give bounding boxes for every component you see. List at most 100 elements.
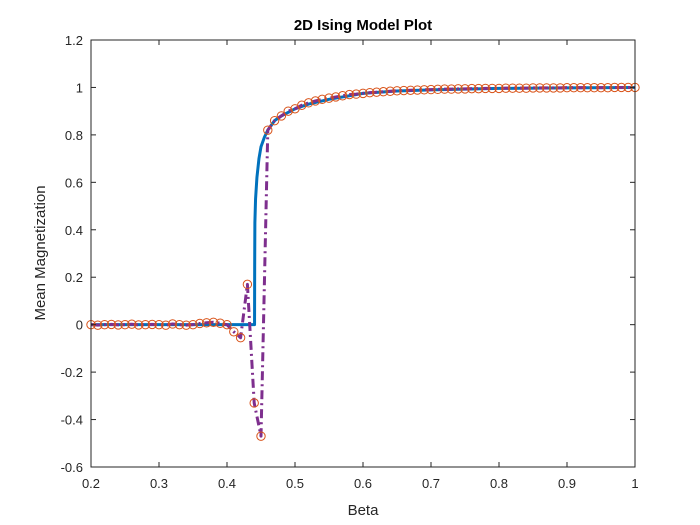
data-point-marker: [358, 88, 368, 99]
x-tick-label: 0.5: [286, 476, 304, 491]
data-point-marker: [167, 319, 178, 329]
data-point-marker: [419, 85, 429, 95]
data-point-marker: [297, 100, 307, 110]
x-tick-label: 0.4: [218, 476, 236, 491]
data-point-marker: [616, 82, 627, 93]
data-point-marker: [473, 83, 484, 94]
data-point-marker: [569, 82, 579, 93]
data-point-marker: [201, 318, 212, 328]
data-point-marker: [528, 83, 538, 93]
data-point-marker: [548, 83, 559, 93]
data-point-marker: [127, 319, 137, 329]
data-point-marker: [439, 84, 450, 94]
data-point-marker: [256, 431, 266, 441]
data-point-marker: [609, 82, 620, 93]
data-point-marker: [147, 319, 157, 330]
data-point-marker: [501, 83, 511, 93]
y-tick-label: 0.8: [65, 128, 83, 143]
data-point-marker: [154, 319, 164, 330]
data-point-marker: [317, 94, 327, 105]
y-tick-label: 0.6: [65, 175, 83, 190]
data-point-marker: [310, 96, 321, 106]
data-point-marker: [276, 111, 287, 121]
data-point-marker: [562, 82, 572, 93]
data-point-marker: [195, 318, 205, 329]
data-point-marker: [215, 318, 225, 328]
data-point-marker: [303, 98, 314, 108]
ticks-layer: 0.2 0.3 0.4 0.5 0.6 0.7 0.8 0.9 1 -0.6 -0.4 -0.2 0 0.…: [61, 33, 639, 491]
data-point-marker: [426, 84, 436, 95]
y-tick-label: -0.6: [61, 460, 83, 475]
data-point-marker: [337, 91, 348, 101]
data-point-marker: [249, 398, 259, 408]
y-tick-label: 1.2: [65, 33, 83, 48]
chart-title: 2D Ising Model Plot: [294, 17, 432, 34]
data-point-marker: [133, 320, 144, 330]
data-point-marker: [399, 85, 409, 96]
data-point-marker: [589, 82, 599, 93]
data-point-marker: [385, 86, 395, 96]
data-point-marker: [242, 279, 253, 290]
data-point-marker: [371, 87, 382, 97]
data-point-marker: [378, 87, 389, 97]
data-point-marker: [283, 106, 293, 116]
data-point-marker: [521, 83, 531, 93]
x-tick-label: 0.2: [82, 476, 100, 491]
y-tick-label: -0.2: [61, 365, 83, 380]
data-point-marker: [344, 89, 355, 100]
data-point-marker: [596, 82, 606, 93]
data-point-marker: [351, 89, 361, 99]
x-tick-label: 0.3: [150, 476, 168, 491]
data-point-marker: [494, 83, 504, 94]
data-point-marker: [480, 83, 491, 94]
y-tick-label: -0.4: [61, 413, 83, 428]
x-tick-label: 0.9: [558, 476, 576, 491]
data-point-marker: [174, 319, 185, 330]
x-tick-label: 0.8: [490, 476, 508, 491]
y-axis-label: Mean Magnetization: [32, 185, 49, 320]
data-point-marker: [487, 83, 497, 94]
data-point-marker: [235, 333, 246, 343]
data-point-marker: [603, 82, 613, 93]
data-point-marker: [467, 83, 477, 94]
x-axis-label: Beta: [348, 502, 380, 519]
data-point-marker: [161, 320, 171, 330]
data-point-marker: [188, 319, 198, 330]
x-tick-label: 0.6: [354, 476, 372, 491]
data-point-marker: [460, 84, 470, 94]
data-point-marker: [324, 93, 334, 103]
data-point-marker: [405, 85, 416, 95]
data-point-marker: [392, 86, 402, 96]
series-layer: [86, 82, 640, 441]
data-point-marker: [269, 115, 280, 126]
y-tick-label: 0: [76, 318, 83, 333]
data-point-marker: [140, 319, 151, 330]
x-tick-label: 1: [631, 476, 638, 491]
data-point-marker: [555, 83, 565, 93]
data-point-marker: [181, 320, 191, 330]
data-point-marker: [433, 84, 443, 95]
data-point-marker: [331, 92, 341, 102]
data-point-marker: [412, 85, 423, 95]
y-tick-label: 0.2: [65, 270, 83, 285]
y-tick-label: 0.4: [65, 223, 83, 238]
data-point-marker: [365, 87, 375, 98]
data-point-marker: [113, 320, 123, 330]
data-point-marker: [514, 83, 525, 93]
data-point-marker: [541, 83, 552, 93]
data-point-marker: [106, 319, 117, 330]
x-tick-label: 0.7: [422, 476, 440, 491]
data-point-marker: [575, 82, 586, 93]
data-point-marker: [453, 84, 463, 94]
data-point-marker: [535, 83, 545, 93]
data-point-marker: [229, 327, 239, 337]
data-point-marker: [582, 82, 593, 93]
data-point-marker: [507, 83, 518, 93]
data-point-marker: [99, 319, 110, 330]
data-point-marker: [222, 319, 232, 330]
data-point-marker: [208, 317, 219, 327]
y-tick-label: 1: [76, 80, 83, 95]
plot-area: [91, 40, 635, 467]
